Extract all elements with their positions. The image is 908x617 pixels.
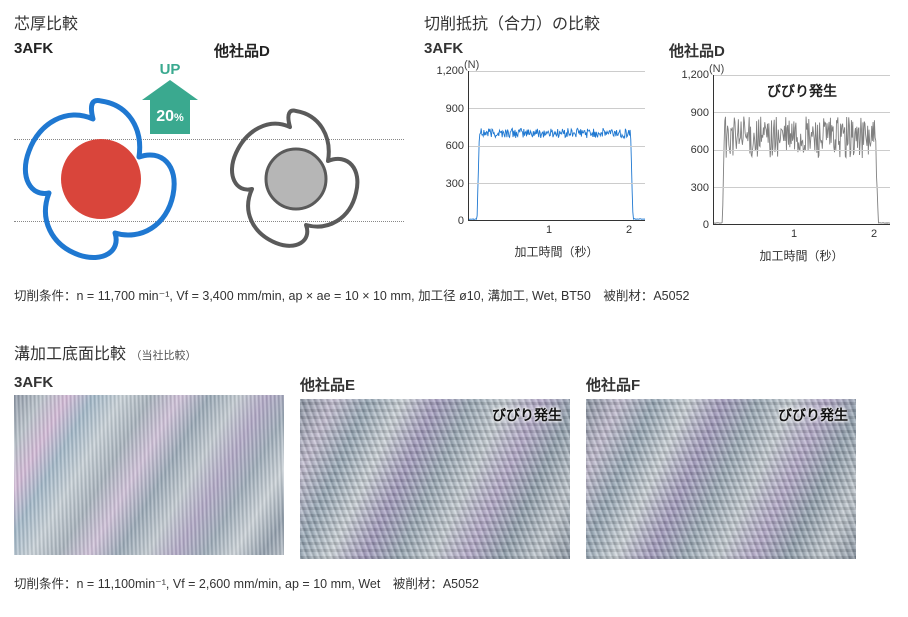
chart-other-title: 他社品D bbox=[669, 40, 894, 61]
chart-3afk-yaxis: 03006009001,200 bbox=[424, 71, 468, 221]
grid-line bbox=[714, 150, 890, 151]
chart-3afk-xlabel: 加工時間（秒） bbox=[424, 243, 649, 260]
up-arrow-body-icon: 20% bbox=[150, 100, 190, 134]
photo-label: 3AFK bbox=[14, 374, 284, 391]
thickness-diagrams: UP 20% bbox=[14, 61, 424, 271]
chart-3afk-plot: 12 bbox=[468, 71, 645, 221]
photo-row: 3AFK 他社品E びびり発生 他社品F びびり発生 bbox=[14, 374, 894, 559]
y-tick: 0 bbox=[458, 215, 464, 227]
charts-row: 3AFK (N) 03006009001,200 12 加工時間（秒） 他社品D… bbox=[424, 40, 894, 264]
bottom-section: 溝加工底面比較 （当社比較） 3AFK 他社品E びびり発生 他社品F びびり発生 切削… bbox=[14, 340, 894, 592]
photo-col: 他社品E びびり発生 bbox=[300, 374, 570, 559]
up-text: UP bbox=[142, 61, 198, 78]
grid-line bbox=[469, 71, 645, 72]
y-tick: 900 bbox=[446, 103, 464, 115]
chart-other: 他社品D (N) 03006009001,200 びびり発生 12 加工時間（秒… bbox=[669, 40, 894, 264]
grid-line bbox=[469, 183, 645, 184]
chart-other-xlabel: 加工時間（秒） bbox=[669, 247, 894, 264]
cutter-other-icon bbox=[214, 87, 379, 262]
thickness-label-other: 他社品D bbox=[214, 40, 270, 61]
chart-3afk-area: 03006009001,200 12 bbox=[424, 71, 649, 241]
chart-other-plot: びびり発生 12 bbox=[713, 75, 890, 225]
grid-line bbox=[714, 75, 890, 76]
top-row: 芯厚比較 3AFK 他社品D bbox=[14, 10, 894, 271]
surface-photo: びびり発生 bbox=[586, 399, 856, 559]
grid-line bbox=[714, 187, 890, 188]
y-tick: 300 bbox=[691, 182, 709, 194]
grid-line bbox=[714, 112, 890, 113]
x-tick: 2 bbox=[871, 228, 877, 240]
up-percent: 20% bbox=[156, 108, 184, 126]
y-tick: 300 bbox=[446, 178, 464, 190]
x-tick: 1 bbox=[546, 224, 552, 236]
surface-photo: びびり発生 bbox=[300, 399, 570, 559]
thickness-block: 芯厚比較 3AFK 他社品D bbox=[14, 10, 424, 271]
y-tick: 900 bbox=[691, 107, 709, 119]
bottom-title: 溝加工底面比較 （当社比較） bbox=[14, 340, 894, 364]
chart-other-annotation: びびり発生 bbox=[767, 81, 837, 101]
chart-other-yaxis: 03006009001,200 bbox=[669, 75, 713, 225]
up-badge: UP 20% bbox=[142, 61, 198, 134]
chatter-tag: びびり発生 bbox=[778, 405, 848, 425]
photo-col: 他社品F びびり発生 bbox=[586, 374, 856, 559]
photo-col: 3AFK bbox=[14, 374, 284, 559]
chart-3afk-title: 3AFK bbox=[424, 40, 649, 57]
y-tick: 0 bbox=[703, 219, 709, 231]
grid-line bbox=[469, 146, 645, 147]
x-tick: 2 bbox=[626, 224, 632, 236]
thickness-title: 芯厚比較 bbox=[14, 10, 424, 34]
bottom-title-sub: （当社比較） bbox=[130, 350, 196, 362]
thickness-sublabels: 3AFK 他社品D bbox=[14, 40, 424, 61]
chatter-tag: びびり発生 bbox=[492, 405, 562, 425]
y-tick: 1,200 bbox=[436, 65, 464, 77]
y-tick: 1,200 bbox=[681, 69, 709, 81]
cutting-block: 切削抵抗（合力）の比較 3AFK (N) 03006009001,200 12 … bbox=[424, 10, 894, 271]
y-tick: 600 bbox=[691, 144, 709, 156]
grid-line bbox=[469, 108, 645, 109]
photo-label: 他社品E bbox=[300, 374, 570, 395]
photo-label: 他社品F bbox=[586, 374, 856, 395]
conditions-1: 切削条件：n = 11,700 min⁻¹, Vf = 3,400 mm/min… bbox=[14, 285, 894, 304]
thickness-label-3afk: 3AFK bbox=[14, 40, 214, 61]
conditions-2: 切削条件：n = 11,100min⁻¹, Vf = 2,600 mm/min,… bbox=[14, 573, 894, 592]
cutting-title: 切削抵抗（合力）の比較 bbox=[424, 10, 894, 34]
bottom-title-main: 溝加工底面比較 bbox=[14, 346, 126, 363]
surface-photo bbox=[14, 395, 284, 555]
chart-other-area: 03006009001,200 びびり発生 12 bbox=[669, 75, 894, 245]
up-arrow-head-icon bbox=[142, 80, 198, 100]
chart-3afk: 3AFK (N) 03006009001,200 12 加工時間（秒） bbox=[424, 40, 649, 264]
y-tick: 600 bbox=[446, 140, 464, 152]
x-tick: 1 bbox=[791, 228, 797, 240]
